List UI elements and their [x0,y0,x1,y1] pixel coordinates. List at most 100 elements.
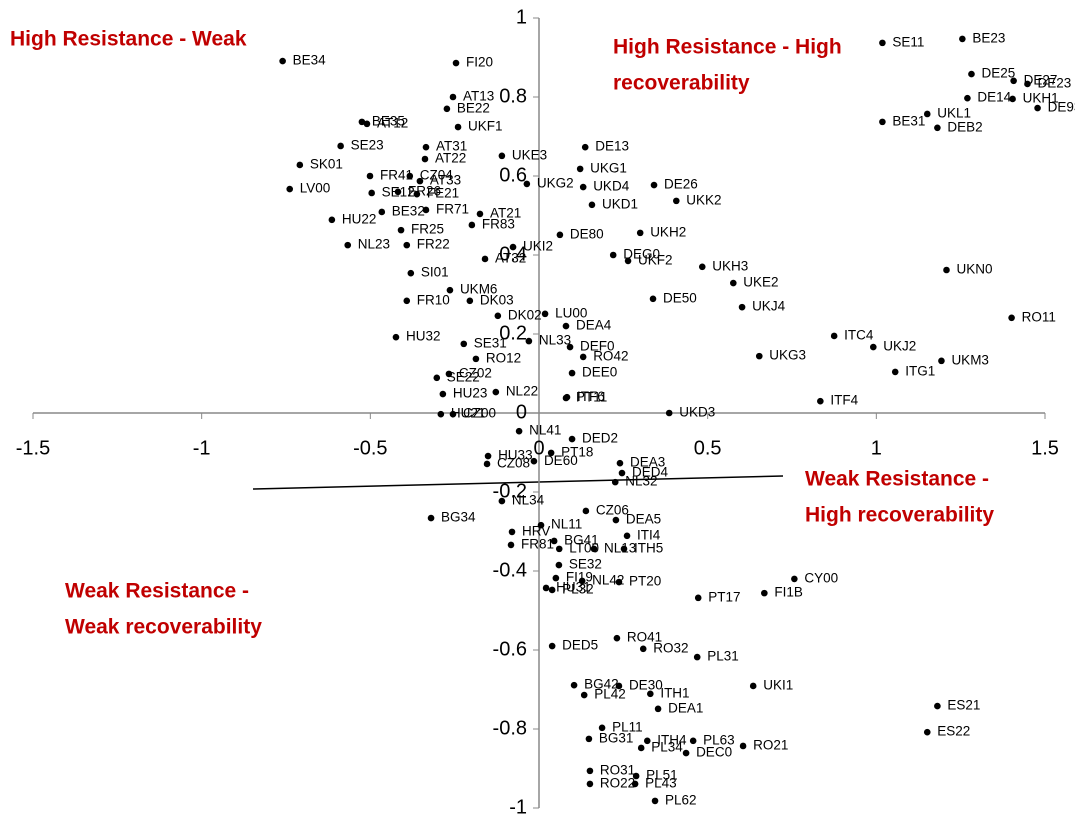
point-label: SE31 [474,335,507,350]
point [749,682,757,690]
point [651,797,659,805]
point-label: AT21 [490,205,521,220]
point [616,459,624,467]
point-label: PT18 [561,444,593,459]
point-label: UKE2 [743,275,778,290]
point-label: UKD3 [679,405,715,420]
point-label: UKM3 [951,352,989,367]
point-label: AT12 [377,115,408,130]
point [590,545,598,553]
point-label: DE13 [595,139,629,154]
point [337,142,344,150]
point [586,780,594,788]
point [452,59,460,67]
point [1034,104,1041,112]
point [484,452,492,460]
point-label: UKE3 [512,147,547,162]
point-label: PL31 [707,649,739,664]
point-label: BG42 [584,677,619,692]
point-label: FR25 [411,222,444,237]
point [693,653,701,661]
point-label: FI20 [466,55,493,70]
point-label: ITH5 [634,540,663,555]
point-label: HU31 [556,580,591,595]
point [923,728,931,736]
point [472,355,480,363]
point [427,514,435,522]
point [556,231,564,239]
point-label: FR71 [436,202,469,217]
point-label: PT11 [576,390,607,405]
point-label: RO11 [1022,309,1056,324]
point [632,772,640,780]
point [598,724,606,732]
point [568,369,576,377]
point-label: HU33 [498,448,533,463]
point-label: UKL1 [937,106,971,121]
point-label: BE35 [372,113,405,128]
point-label: HU21 [451,406,486,421]
point-label: UKF2 [638,252,673,267]
point-label: DE25 [981,66,1015,81]
point-label: UKK2 [686,192,721,207]
point-label: UKM6 [460,282,498,297]
point-label: DE23 [1037,76,1071,91]
point-label: PL43 [645,775,677,790]
point [542,584,550,592]
point [433,374,441,382]
point [476,210,484,218]
point [755,352,763,360]
point-label: ITF6 [577,389,605,404]
point [548,586,556,594]
point [328,216,336,224]
point [879,118,886,126]
point [555,561,563,569]
point [570,681,578,689]
point-label: UKF1 [468,119,503,134]
y-tick-label: -0.2 [493,480,527,502]
point [643,737,651,745]
point [650,181,658,189]
point [537,521,545,529]
point [492,388,500,396]
point [509,243,517,251]
point-label: PL32 [562,582,594,597]
point-label: CZ04 [420,168,454,183]
point [422,206,430,214]
point-label: RO22 [600,775,635,790]
point [830,332,838,340]
point-label: NL23 [358,237,390,252]
point [968,70,975,78]
point-label: PL62 [665,792,697,807]
y-tick-label: 0 [516,401,527,423]
point [730,279,737,287]
point-label: DEA1 [668,700,703,715]
point-label: DK03 [480,292,514,307]
point [588,201,596,209]
point-label: CZ02 [459,365,492,380]
point [466,297,474,305]
x-tick-label: -1 [193,437,211,459]
point [615,578,623,586]
point-label: HU22 [342,211,377,226]
point [403,297,411,305]
point-label: CZ06 [596,503,629,518]
quadrant-label: High recoverability [805,504,994,527]
point [392,333,400,341]
point-label: RO41 [627,630,662,645]
point-label: LV00 [300,181,331,196]
point-label: DE80 [570,226,604,241]
point [1024,80,1031,88]
point-label: RO42 [593,348,628,363]
point [460,340,468,348]
point [578,577,586,585]
point [279,57,286,65]
x-tick-label: 1.5 [1031,437,1059,459]
point [566,343,574,351]
point-label: NL13 [604,540,636,555]
point-label: ITC4 [844,328,874,343]
point-label: AT33 [430,173,461,188]
point [445,370,453,378]
point-label: CZ00 [463,406,496,421]
